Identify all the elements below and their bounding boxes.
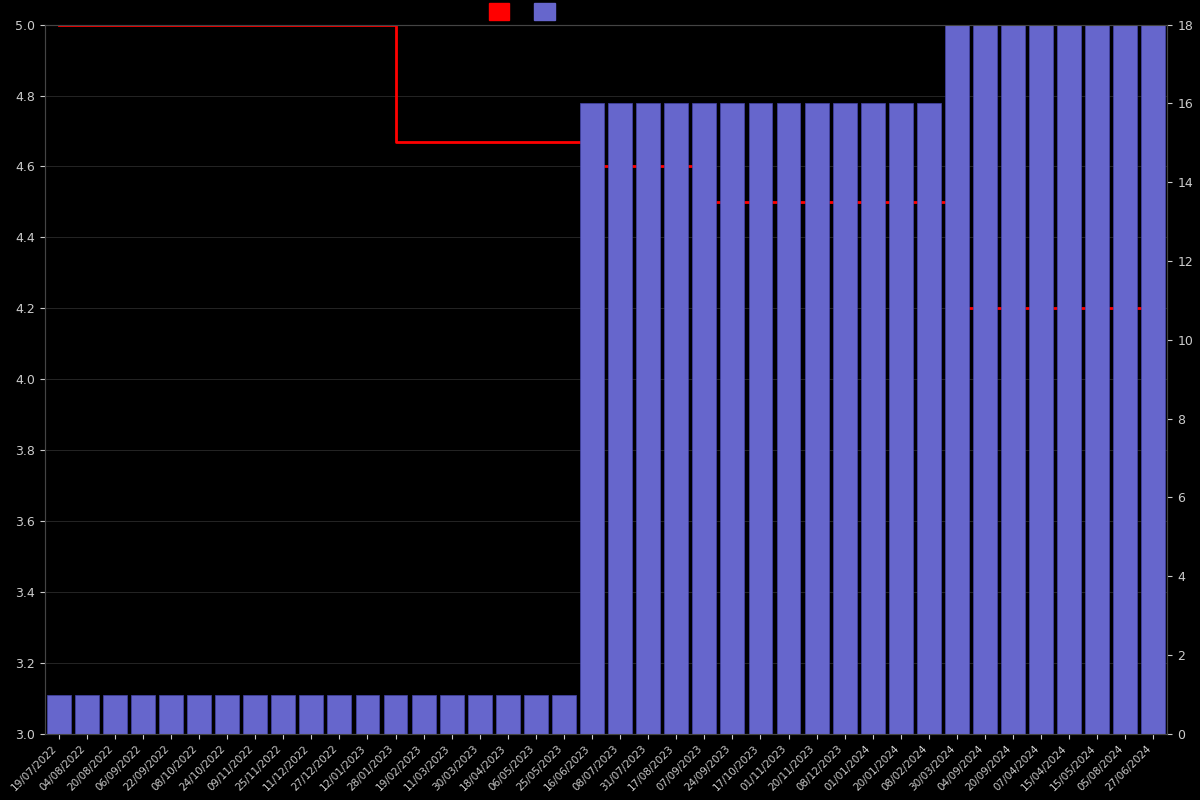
Bar bbox=[636, 103, 660, 734]
Bar bbox=[973, 25, 997, 734]
Bar bbox=[439, 694, 463, 734]
Bar bbox=[1001, 25, 1025, 734]
Bar bbox=[496, 694, 520, 734]
Bar bbox=[805, 103, 828, 734]
Bar bbox=[665, 103, 688, 734]
Bar bbox=[1114, 25, 1138, 734]
Bar bbox=[720, 103, 744, 734]
Bar bbox=[299, 694, 323, 734]
Bar bbox=[917, 103, 941, 734]
Bar bbox=[187, 694, 211, 734]
Bar bbox=[1030, 25, 1054, 734]
Bar bbox=[412, 694, 436, 734]
Bar bbox=[524, 694, 548, 734]
Bar bbox=[1141, 25, 1165, 734]
Bar bbox=[47, 694, 71, 734]
Bar bbox=[215, 694, 239, 734]
Bar bbox=[860, 103, 884, 734]
Bar bbox=[776, 103, 800, 734]
Bar bbox=[384, 694, 408, 734]
Bar bbox=[244, 694, 268, 734]
Bar bbox=[160, 694, 182, 734]
Legend: , : , bbox=[488, 3, 566, 20]
Bar bbox=[692, 103, 716, 734]
Bar bbox=[889, 103, 913, 734]
Bar bbox=[328, 694, 352, 734]
Bar bbox=[608, 103, 632, 734]
Bar bbox=[749, 103, 773, 734]
Bar bbox=[271, 694, 295, 734]
Bar bbox=[580, 103, 604, 734]
Bar bbox=[833, 103, 857, 734]
Bar bbox=[103, 694, 127, 734]
Bar bbox=[552, 694, 576, 734]
Bar bbox=[74, 694, 98, 734]
Bar bbox=[355, 694, 379, 734]
Bar bbox=[944, 25, 968, 734]
Bar bbox=[1085, 25, 1109, 734]
Bar bbox=[468, 694, 492, 734]
Bar bbox=[131, 694, 155, 734]
Bar bbox=[1057, 25, 1081, 734]
